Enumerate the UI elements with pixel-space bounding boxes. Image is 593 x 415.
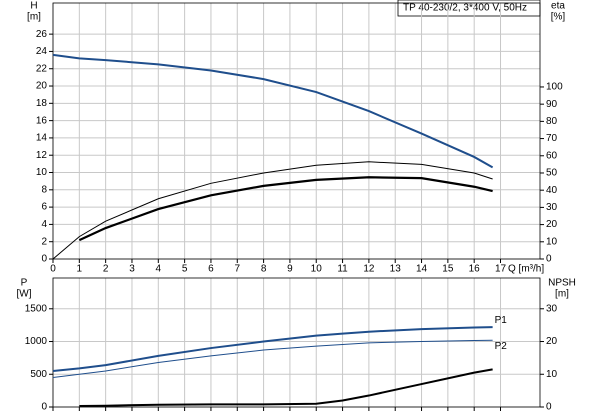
y2-tick-label: 20 bbox=[546, 219, 558, 230]
x-tick-label: 0 bbox=[50, 264, 56, 275]
y-tick-label: 12 bbox=[36, 150, 48, 161]
y-tick-label: 18 bbox=[36, 98, 48, 109]
y2-tick-label: 60 bbox=[546, 150, 558, 161]
y-tick-label: 22 bbox=[36, 63, 48, 74]
series-label: P1 bbox=[495, 315, 508, 326]
x-tick-label: 3 bbox=[129, 264, 135, 275]
chart-title: TP 40-230/2, 3*400 V, 50Hz bbox=[403, 3, 527, 14]
y2-tick-label: 50 bbox=[546, 168, 558, 179]
x-tick-label: 4 bbox=[156, 264, 162, 275]
x-tick-label: 2 bbox=[103, 264, 109, 275]
y2-tick-label: 30 bbox=[546, 202, 558, 213]
y-label: H bbox=[30, 1, 37, 12]
y-tick-label: 0 bbox=[41, 254, 47, 265]
y-tick-label: 26 bbox=[36, 29, 48, 40]
series-label: P2 bbox=[495, 341, 508, 352]
x-tick-label: 9 bbox=[287, 264, 293, 275]
y-tick-label: 14 bbox=[36, 133, 48, 144]
y-tick-label: 500 bbox=[30, 369, 47, 380]
y-unit: [W] bbox=[17, 289, 32, 300]
x-tick-label: 12 bbox=[363, 264, 375, 275]
y2-tick-label: 30 bbox=[546, 303, 558, 314]
x-tick-label: 13 bbox=[390, 264, 402, 275]
y2-label: eta bbox=[551, 1, 565, 12]
y2-tick-label: 70 bbox=[546, 133, 558, 144]
series-line bbox=[52, 326, 493, 372]
y-tick-label: 8 bbox=[41, 184, 47, 195]
y-tick-label: 1000 bbox=[25, 336, 48, 347]
y2-label: NPSH bbox=[548, 278, 576, 289]
y-tick-label: 20 bbox=[36, 81, 48, 92]
series-line bbox=[52, 53, 494, 169]
y-tick-label: 24 bbox=[36, 46, 48, 57]
y2-tick-label: 20 bbox=[546, 336, 558, 347]
series-line bbox=[52, 339, 493, 379]
x-tick-label: 8 bbox=[261, 264, 267, 275]
y-tick-label: 16 bbox=[36, 115, 48, 126]
y-tick-label: 1500 bbox=[25, 303, 48, 314]
y2-tick-label: 0 bbox=[546, 254, 552, 265]
y2-tick-label: 40 bbox=[546, 185, 558, 196]
y-label: P bbox=[21, 278, 28, 289]
series-line bbox=[78, 176, 493, 242]
plot-frame bbox=[52, 277, 541, 408]
y2-tick-label: 10 bbox=[546, 236, 558, 247]
y-tick-label: 6 bbox=[41, 202, 47, 213]
series-line bbox=[52, 161, 493, 260]
y-tick-label: 4 bbox=[41, 219, 47, 230]
y-tick-label: 10 bbox=[36, 167, 48, 178]
y-tick-label: 2 bbox=[41, 236, 47, 247]
x-tick-label: 10 bbox=[311, 264, 323, 275]
y2-tick-label: 10 bbox=[546, 369, 558, 380]
x-tick-label: 1 bbox=[77, 264, 83, 275]
x-tick-label: 15 bbox=[442, 264, 454, 275]
y2-unit: [m] bbox=[555, 289, 569, 300]
x-tick-label: 16 bbox=[469, 264, 481, 275]
series-line bbox=[79, 368, 493, 408]
plot-frame bbox=[52, 2, 541, 260]
x-tick-label: 6 bbox=[208, 264, 214, 275]
x-tick-label: 7 bbox=[234, 264, 240, 275]
y-tick-label: 0 bbox=[41, 402, 47, 413]
y2-tick-label: 100 bbox=[546, 82, 563, 93]
y2-tick-label: 0 bbox=[546, 402, 552, 413]
x-tick-label: 5 bbox=[182, 264, 188, 275]
y-unit: [m] bbox=[27, 12, 41, 23]
y2-tick-label: 90 bbox=[546, 99, 558, 110]
x-tick-label: 17 bbox=[495, 264, 507, 275]
x-tick-label: 14 bbox=[416, 264, 428, 275]
x-label: Q [m³/h] bbox=[508, 264, 544, 275]
x-tick-label: 11 bbox=[337, 264, 348, 275]
y2-tick-label: 80 bbox=[546, 116, 558, 127]
y2-unit: [%] bbox=[551, 12, 566, 23]
